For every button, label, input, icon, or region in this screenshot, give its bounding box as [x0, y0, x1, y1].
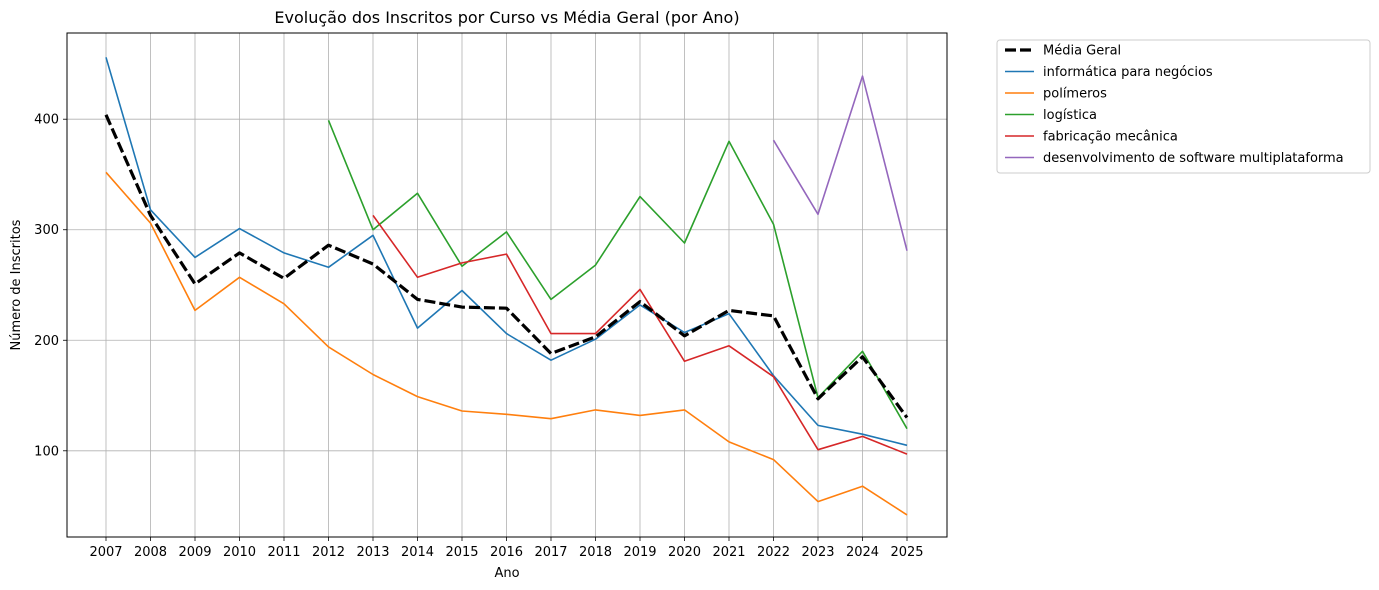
plot-frame: [66, 32, 948, 538]
x-tick-label: 2021: [712, 545, 745, 560]
y-axis-ticks: 100 200 300 400: [34, 113, 67, 459]
legend-label-polimeros: polímeros: [1043, 87, 1107, 102]
legend-label-informatica-para-negocios: informática para negócios: [1043, 65, 1213, 80]
x-axis-label: Ano: [494, 566, 519, 581]
x-tick-label: 2023: [801, 545, 834, 560]
chart-title: Evolução dos Inscritos por Curso vs Médi…: [274, 8, 739, 27]
legend-label-logistica: logística: [1043, 108, 1097, 123]
series-lines: [104, 57, 909, 516]
x-tick-label: 2012: [312, 545, 345, 560]
x-tick-label: 2009: [178, 545, 211, 560]
x-tick-label: 2016: [490, 545, 523, 560]
series-line-logistica: [327, 119, 908, 430]
series-line-desenvolvimento-de-software-multiplataforma: [772, 75, 908, 251]
y-axis-label: Número de Inscritos: [9, 219, 24, 350]
legend-label-fabricacao-mecanica: fabricação mecânica: [1043, 130, 1178, 145]
series-line-informatica-para-negocios: [105, 57, 908, 447]
y-tick-label: 100: [34, 444, 59, 459]
x-tick-label: 2007: [89, 545, 122, 560]
legend-box: [996, 39, 1371, 174]
y-tick-label: 400: [34, 113, 59, 128]
series-line-polimeros: [105, 171, 908, 516]
grid: [67, 33, 947, 537]
x-tick-label: 2020: [668, 545, 701, 560]
x-tick-label: 2022: [757, 545, 790, 560]
y-tick-label: 300: [34, 223, 59, 238]
x-tick-label: 2015: [445, 545, 478, 560]
x-tick-label: 2010: [223, 545, 256, 560]
x-tick-label: 2024: [846, 545, 879, 560]
legend: Média Geral informática para negócios polí…: [996, 39, 1371, 174]
x-axis-ticks: 2007 2008 2009 2010 2011 2012 2013 2014 2015 2016…: [89, 537, 924, 560]
y-tick-label: 200: [34, 334, 59, 349]
legend-label-desenvolvimento-de-software-multiplataforma: desenvolvimento de software multiplatafo…: [1043, 151, 1344, 166]
x-tick-label: 2008: [134, 545, 167, 560]
series-line-media-geral: [104, 114, 909, 419]
x-tick-label: 2017: [534, 545, 567, 560]
x-tick-label: 2011: [267, 545, 300, 560]
legend-label-media-geral: Média Geral: [1043, 44, 1121, 59]
x-tick-label: 2013: [356, 545, 389, 560]
x-tick-label: 2019: [623, 545, 656, 560]
x-tick-label: 2025: [890, 545, 923, 560]
series-line-fabricacao-mecanica: [372, 214, 908, 455]
x-tick-label: 2018: [579, 545, 612, 560]
x-tick-label: 2014: [401, 545, 434, 560]
